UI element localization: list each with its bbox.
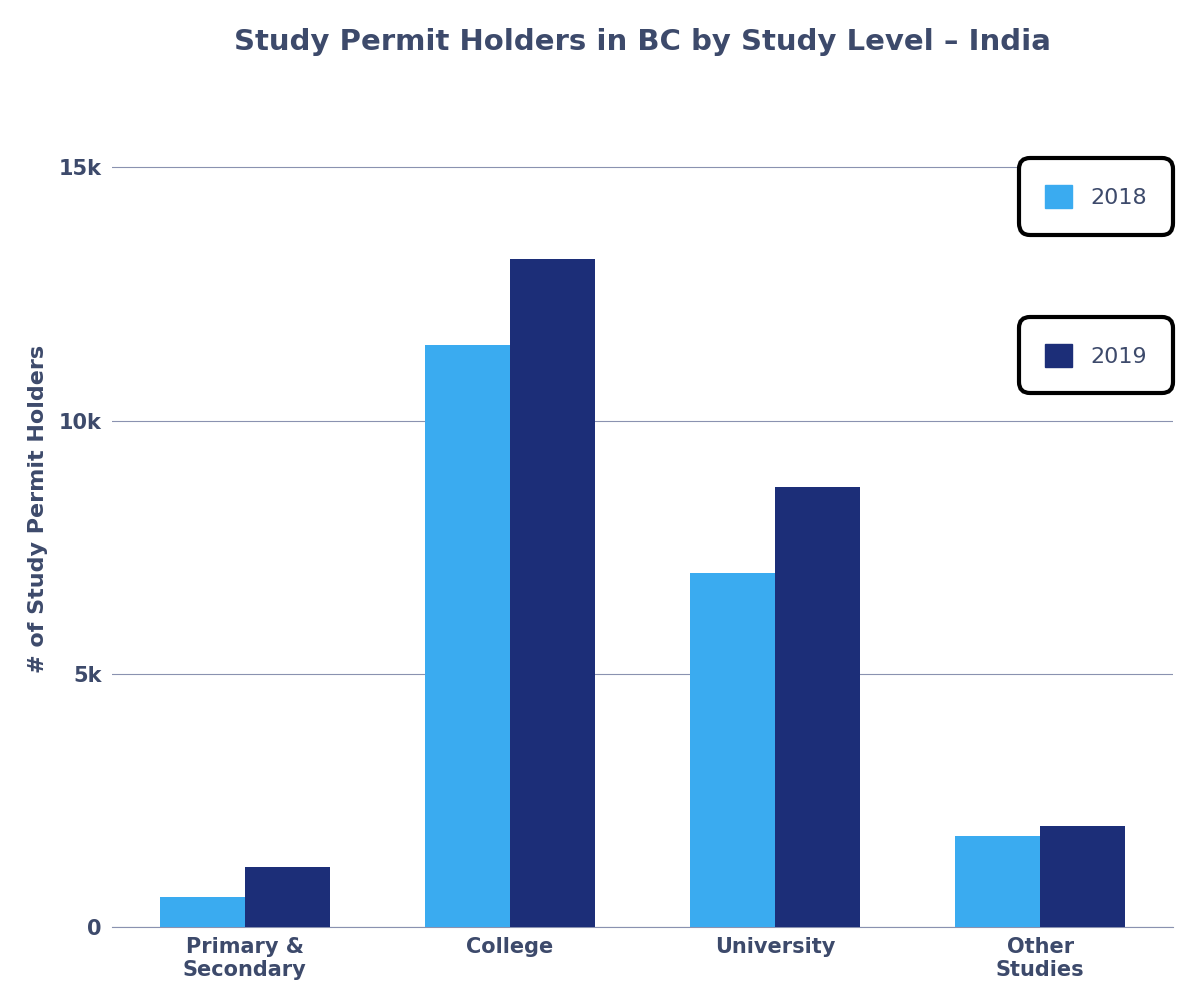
Bar xyxy=(775,487,860,927)
Bar xyxy=(1040,826,1125,927)
Bar xyxy=(691,573,775,927)
Legend: 2019: 2019 xyxy=(1030,329,1163,382)
Bar xyxy=(510,259,594,927)
Bar xyxy=(160,897,245,927)
Title: Study Permit Holders in BC by Study Level – India: Study Permit Holders in BC by Study Leve… xyxy=(234,28,1051,55)
Bar xyxy=(245,867,329,927)
Y-axis label: # of Study Permit Holders: # of Study Permit Holders xyxy=(28,346,48,673)
Bar xyxy=(425,345,510,927)
Bar xyxy=(955,836,1040,927)
